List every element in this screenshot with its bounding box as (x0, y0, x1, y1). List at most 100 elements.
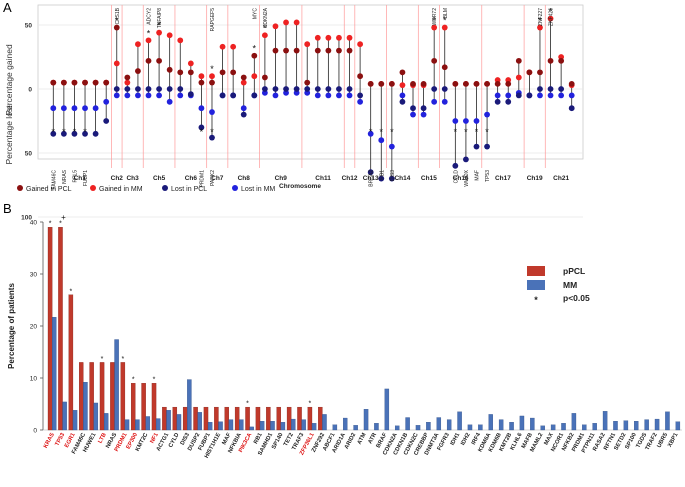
dot-lost-pcl (314, 86, 321, 92)
dot-gained-pcl (494, 80, 501, 87)
locus (272, 23, 279, 99)
dot-lost-pcl (558, 86, 565, 92)
dot-gained-pcl (484, 80, 490, 87)
significance-star: * (538, 16, 542, 26)
dot-gained-mm (441, 24, 448, 31)
chromosome-label: Ch8 (238, 175, 251, 182)
bar-ppcl (245, 406, 250, 431)
dot-lost-pcl (537, 86, 543, 92)
dot-lost-pcl (145, 86, 152, 92)
locus (399, 69, 406, 105)
legend-marker (17, 185, 23, 191)
dot-lost-pcl (166, 86, 173, 92)
dot-gained-mm (336, 34, 342, 41)
bar-ppcl (214, 406, 219, 431)
dot-lost-pcl (272, 86, 279, 92)
dot-lost-pcl (156, 86, 162, 92)
dot-lost-mm (177, 92, 184, 99)
dot-lost-pcl (135, 86, 141, 92)
significance-star: * (485, 127, 489, 137)
dot-lost-pcl (378, 175, 385, 182)
dot-gained-pcl (198, 79, 205, 86)
bar-ppcl (193, 406, 198, 431)
dot-lost-mm (336, 92, 342, 99)
dot-lost-pcl (526, 92, 533, 99)
dot-lost-pcl (251, 92, 258, 99)
legend-label: Lost in PCL (171, 186, 207, 193)
dot-gained-pcl (463, 80, 469, 87)
dot-lost-mm (314, 92, 321, 99)
significance-star: * (443, 16, 447, 26)
locus (505, 77, 512, 105)
bar-mm (498, 419, 504, 431)
dot-gained-pcl (452, 80, 459, 87)
bar-ppcl (266, 406, 271, 431)
locus (452, 80, 459, 169)
chromosome-labels: Ch1 Ch2 Ch3 Ch5 Ch6 Ch7 Ch8 Ch9 Ch11 Ch12 Ch13 Ch14… (74, 175, 570, 182)
panel-a-letter: A (3, 0, 12, 15)
dot-gained-pcl (547, 57, 554, 64)
legend-label-significance: p<0.05 (563, 293, 590, 303)
dot-gained-pcl (378, 80, 385, 87)
dot-lost-mm (473, 118, 480, 124)
locus (526, 69, 533, 99)
locus (494, 77, 501, 105)
locus (251, 52, 258, 99)
legend-label: Gained in PCL (26, 186, 72, 193)
dot-lost-mm (71, 105, 78, 112)
dot-gained-pcl (219, 69, 226, 76)
dot-gained-pcl (526, 69, 533, 76)
dot-gained-mm (135, 41, 141, 48)
dot-gained-pcl (71, 79, 78, 86)
dot-gained-mm (537, 24, 543, 31)
dot-gained-mm (314, 34, 321, 41)
dot-gained-pcl (304, 79, 311, 86)
dot-gained-pcl (124, 74, 131, 81)
locus (568, 80, 575, 112)
significance-star: * (49, 221, 52, 228)
dot-gained-mm (357, 41, 364, 48)
dot-gained-pcl (103, 79, 110, 86)
dot-lost-mm (441, 98, 448, 105)
locus (367, 80, 374, 176)
chromosome-label: Ch2 (111, 175, 124, 182)
bar-mm (675, 421, 681, 431)
panel-a-y-tick-label: 50 (25, 151, 33, 158)
gene-label-gained: CKS1B (115, 7, 121, 24)
bar-mm (384, 388, 390, 431)
bar-mm (207, 422, 213, 431)
bar-mm (218, 421, 223, 431)
bar-ppcl (172, 406, 178, 431)
panel-a-y-tick-label: 100 (21, 215, 32, 222)
dot-gained-pcl (113, 24, 120, 31)
bar-ppcl (110, 362, 115, 431)
chromosome-label: Ch6 (185, 175, 198, 182)
locus (293, 19, 300, 96)
panel-a-y-tick-label: 50 (25, 23, 33, 30)
bar-mm (613, 421, 618, 431)
gene-label-lost: TP53 (485, 170, 491, 182)
chromosome-separators (111, 5, 546, 168)
gene-label-gained: CDKN2A (263, 7, 269, 28)
dot-lost-mm (463, 118, 469, 124)
significance-star: * (73, 127, 77, 137)
dot-lost-pcl (124, 86, 131, 92)
panel-b-legend: pPCL MM * p<0.05 (527, 266, 590, 305)
dot-lost-mm (431, 98, 438, 105)
dot-lost-pcl (92, 130, 99, 137)
significance-star: * (121, 356, 124, 363)
bar-mm (467, 424, 473, 431)
locus (60, 79, 67, 137)
dot-lost-pcl (410, 105, 416, 112)
gene-label-gained: BLM (443, 8, 449, 18)
gene-label-lost: BRCA2 (369, 170, 375, 187)
dot-lost-mm (113, 92, 120, 99)
significance-star: * (59, 221, 62, 228)
locus (325, 34, 332, 99)
dot-lost-mm (357, 98, 364, 105)
chromosome-label: Ch16 (453, 175, 469, 182)
dot-lost-mm (166, 98, 173, 105)
dot-gained-mm (209, 73, 215, 80)
chromosome-label: Ch13 (363, 175, 379, 182)
bar-mm (197, 412, 202, 431)
